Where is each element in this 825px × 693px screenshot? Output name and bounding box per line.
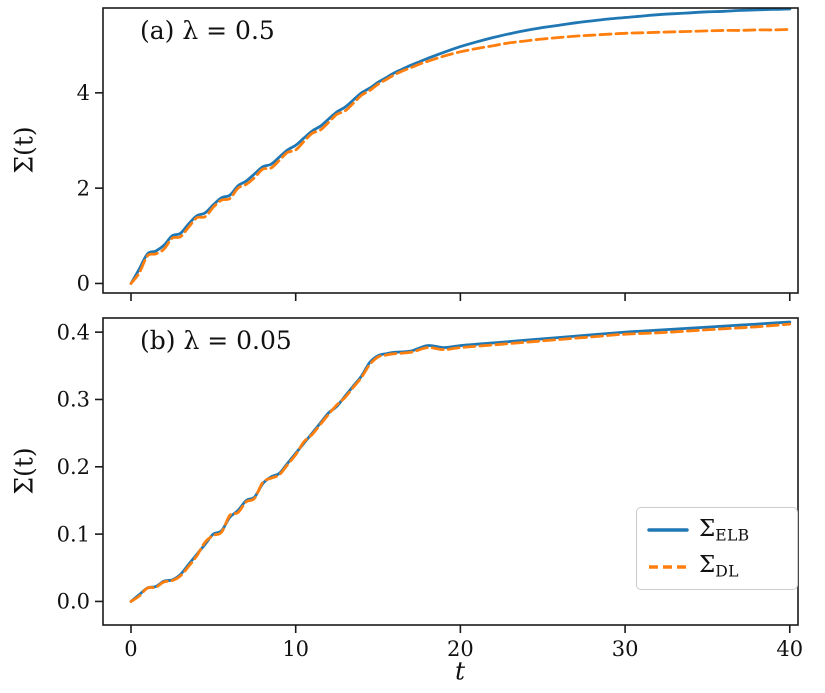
ylabel-panel-a: Σ(t) (9, 126, 39, 174)
x-tick-label: 0 (124, 637, 137, 661)
legend-item-dl: ΣDL (647, 552, 785, 581)
panel-b-title: (b) λ = 0.05 (140, 326, 292, 355)
series-line-Σ_DL-panel-a (129, 28, 792, 285)
y-tick-label: 0.0 (57, 590, 90, 614)
y-tick-label: 2 (77, 176, 90, 200)
x-tick-label: 30 (612, 637, 639, 661)
series-line-Σ_ELB-panel-a (129, 7, 792, 285)
y-tick-label: 0.4 (57, 320, 90, 344)
y-tick-label: 4 (77, 81, 90, 105)
panel-a-spines (102, 7, 799, 294)
legend-label-dl: ΣDL (699, 552, 739, 581)
x-tick-label: 40 (776, 637, 803, 661)
panel-a-title: (a) λ = 0.5 (140, 16, 275, 45)
x-axis-label: t (454, 656, 466, 686)
x-tick-label: 20 (447, 637, 474, 661)
legend: ΣELB ΣDL (636, 507, 798, 590)
ylabel-panel-b: Σ(t) (9, 447, 39, 495)
y-tick-label: 0 (77, 272, 90, 296)
x-tick-label: 10 (282, 637, 309, 661)
legend-item-elb: ΣELB (647, 516, 785, 544)
series-line-Σ_DL-panel-b (129, 322, 792, 603)
elb-line-sample-icon (647, 528, 689, 532)
panel-b-axes: 0 10 20 30 40 0.0 0.1 0.2 0.3 0.4 (57, 317, 803, 661)
y-tick-label: 0.3 (57, 388, 90, 412)
y-tick-label: 0.2 (57, 455, 90, 479)
panel-b-spines (102, 317, 799, 626)
y-tick-label: 0.1 (57, 522, 90, 546)
legend-label-elb: ΣELB (699, 516, 750, 545)
dl-line-sample-icon (649, 564, 687, 569)
panel-a-axes: 0 2 4 (77, 7, 799, 301)
